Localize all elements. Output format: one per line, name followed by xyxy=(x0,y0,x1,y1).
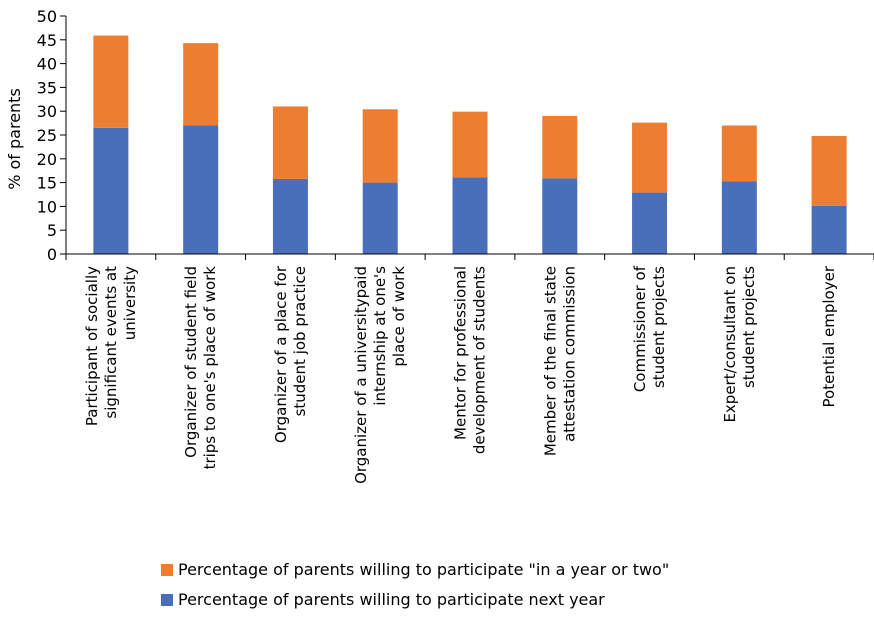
bar-segment-next-year xyxy=(183,125,219,254)
bar-segment-in-a-year-or-two xyxy=(542,115,578,179)
bar-segment-next-year xyxy=(93,127,129,254)
y-tick-label: 35 xyxy=(37,78,57,97)
legend-swatch xyxy=(161,564,173,576)
x-category-label: internship at one's xyxy=(371,266,389,406)
bar-segment-next-year xyxy=(362,182,398,254)
legend: Percentage of parents willing to partici… xyxy=(161,560,669,609)
bar-segment-in-a-year-or-two xyxy=(632,122,668,193)
y-tick-label: 20 xyxy=(37,150,57,169)
bar-segment-next-year xyxy=(721,181,757,254)
x-category-label: university xyxy=(121,266,139,340)
x-category-label: student projects xyxy=(650,266,668,388)
y-axis-label: % of parents xyxy=(5,88,24,190)
y-tick-label: 40 xyxy=(37,55,57,74)
x-category-label: Mentor for professional xyxy=(452,266,470,440)
x-category-label: Participant of socially xyxy=(83,266,101,426)
x-category-label: student projects xyxy=(740,266,758,388)
bar-segment-next-year xyxy=(452,177,488,254)
x-category-label: significant events at xyxy=(102,266,120,419)
x-category-label: Organizer of a place for xyxy=(272,265,290,443)
x-category-label: attestation commission xyxy=(560,266,578,442)
y-tick-label: 0 xyxy=(47,245,57,264)
bar-segment-next-year xyxy=(272,178,308,254)
bars xyxy=(93,35,847,254)
x-category-label: development of students xyxy=(471,266,489,454)
bar-segment-in-a-year-or-two xyxy=(93,35,129,128)
bar-segment-next-year xyxy=(632,192,668,254)
legend-swatch xyxy=(161,594,173,606)
y-tick-label: 45 xyxy=(37,31,57,50)
x-category-label: Organizer of a universitypaid xyxy=(352,266,370,484)
bar-segment-in-a-year-or-two xyxy=(272,106,308,179)
legend-label: Percentage of parents willing to partici… xyxy=(178,560,669,579)
legend-label: Percentage of parents willing to partici… xyxy=(178,590,605,609)
x-category-label: Member of the final state xyxy=(541,266,559,456)
y-tick-label: 15 xyxy=(37,174,57,193)
bar-segment-in-a-year-or-two xyxy=(183,43,219,126)
bar-segment-in-a-year-or-two xyxy=(811,135,847,206)
x-axis: Participant of socially significant event… xyxy=(65,253,874,484)
bar-segment-in-a-year-or-two xyxy=(452,111,488,178)
y-tick-label: 10 xyxy=(37,197,57,216)
x-category-label: student job practice xyxy=(291,266,309,416)
bar-segment-next-year xyxy=(811,205,847,254)
x-category-label: Commissioner of xyxy=(631,265,649,392)
bar-segment-next-year xyxy=(542,178,578,254)
y-tick-label: 30 xyxy=(37,102,57,121)
x-category-label: Organizer of student field xyxy=(182,266,200,458)
x-category-label: trips to one's place of work xyxy=(201,266,219,470)
y-tick-label: 50 xyxy=(37,7,57,26)
x-category-label: Expert/consultant on xyxy=(721,266,739,423)
bar-segment-in-a-year-or-two xyxy=(721,125,757,182)
x-category-label: place of work xyxy=(390,266,408,367)
x-category-label: Potential employer xyxy=(820,265,838,407)
y-axis: 0 5 10 15 20 25 30 35 40 45 50 xyxy=(37,7,67,264)
bar-segment-in-a-year-or-two xyxy=(362,109,398,183)
y-tick-label: 5 xyxy=(47,221,57,240)
y-tick-label: 25 xyxy=(37,126,57,145)
